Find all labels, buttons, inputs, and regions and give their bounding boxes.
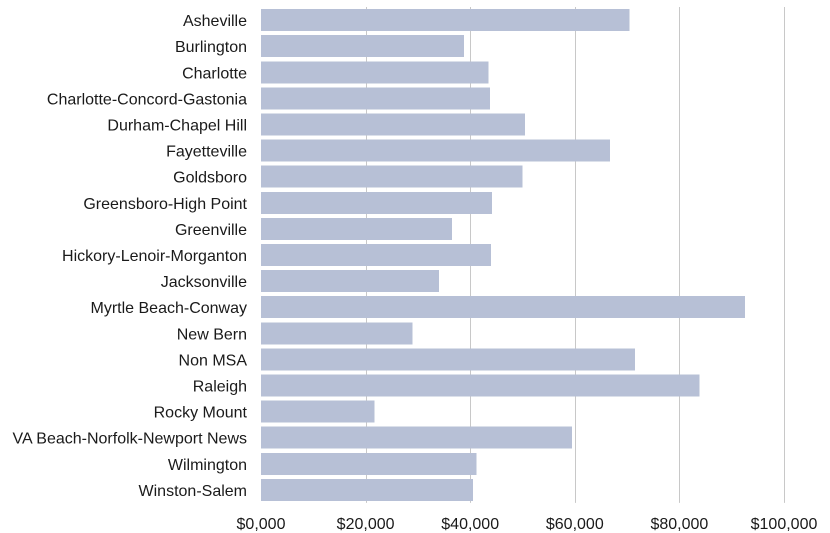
category-label: New Bern	[177, 326, 247, 343]
category-label: Wilmington	[168, 457, 247, 474]
category-label: Raleigh	[193, 378, 247, 395]
bar	[261, 400, 375, 423]
category-label: Burlington	[175, 39, 247, 56]
x-tick-label: $100,000	[751, 516, 818, 533]
bars	[261, 9, 745, 501]
bar	[261, 113, 526, 136]
category-label: Asheville	[183, 13, 247, 30]
bar	[261, 165, 523, 188]
category-label: Goldsboro	[173, 170, 247, 187]
x-tick-label: $20,000	[337, 516, 395, 533]
x-tick-label: $60,000	[546, 516, 604, 533]
bar	[261, 348, 635, 371]
bar	[261, 452, 477, 475]
category-label: Jacksonville	[161, 274, 247, 291]
category-label: VA Beach-Norfolk-Newport News	[13, 431, 247, 448]
x-tick-label: $80,000	[650, 516, 708, 533]
x-tick-label: $0,000	[237, 516, 286, 533]
bar	[261, 270, 439, 293]
category-label: Rocky Mount	[154, 405, 248, 422]
bar	[261, 243, 492, 266]
category-label: Charlotte-Concord-Gastonia	[47, 91, 247, 108]
category-label: Winston-Salem	[139, 483, 247, 500]
category-label: Myrtle Beach-Conway	[91, 300, 248, 317]
bar	[261, 374, 700, 397]
bar	[261, 217, 452, 240]
bar	[261, 191, 493, 214]
x-axis-tick-labels: $0,000 $20,000 $40,000 $60,000 $80,000 $100,0…	[237, 516, 818, 533]
bar	[261, 478, 473, 501]
category-label: Charlotte	[182, 65, 247, 82]
bar	[261, 296, 745, 319]
category-label: Greensboro-High Point	[83, 196, 247, 213]
bar	[261, 35, 464, 58]
bar	[261, 61, 489, 84]
category-label: Hickory-Lenoir-Morganton	[62, 248, 247, 265]
category-label: Fayetteville	[166, 144, 247, 161]
category-labels: Asheville Burlington Charlotte Charlotte-Co…	[13, 13, 248, 500]
bar	[261, 87, 491, 110]
x-tick-label: $40,000	[441, 516, 499, 533]
bar	[261, 9, 630, 32]
bar	[261, 426, 573, 449]
category-label: Durham-Chapel Hill	[107, 117, 247, 134]
bar	[261, 322, 413, 345]
bar	[261, 139, 610, 162]
category-label: Greenville	[175, 222, 247, 239]
category-label: Non MSA	[179, 352, 248, 369]
